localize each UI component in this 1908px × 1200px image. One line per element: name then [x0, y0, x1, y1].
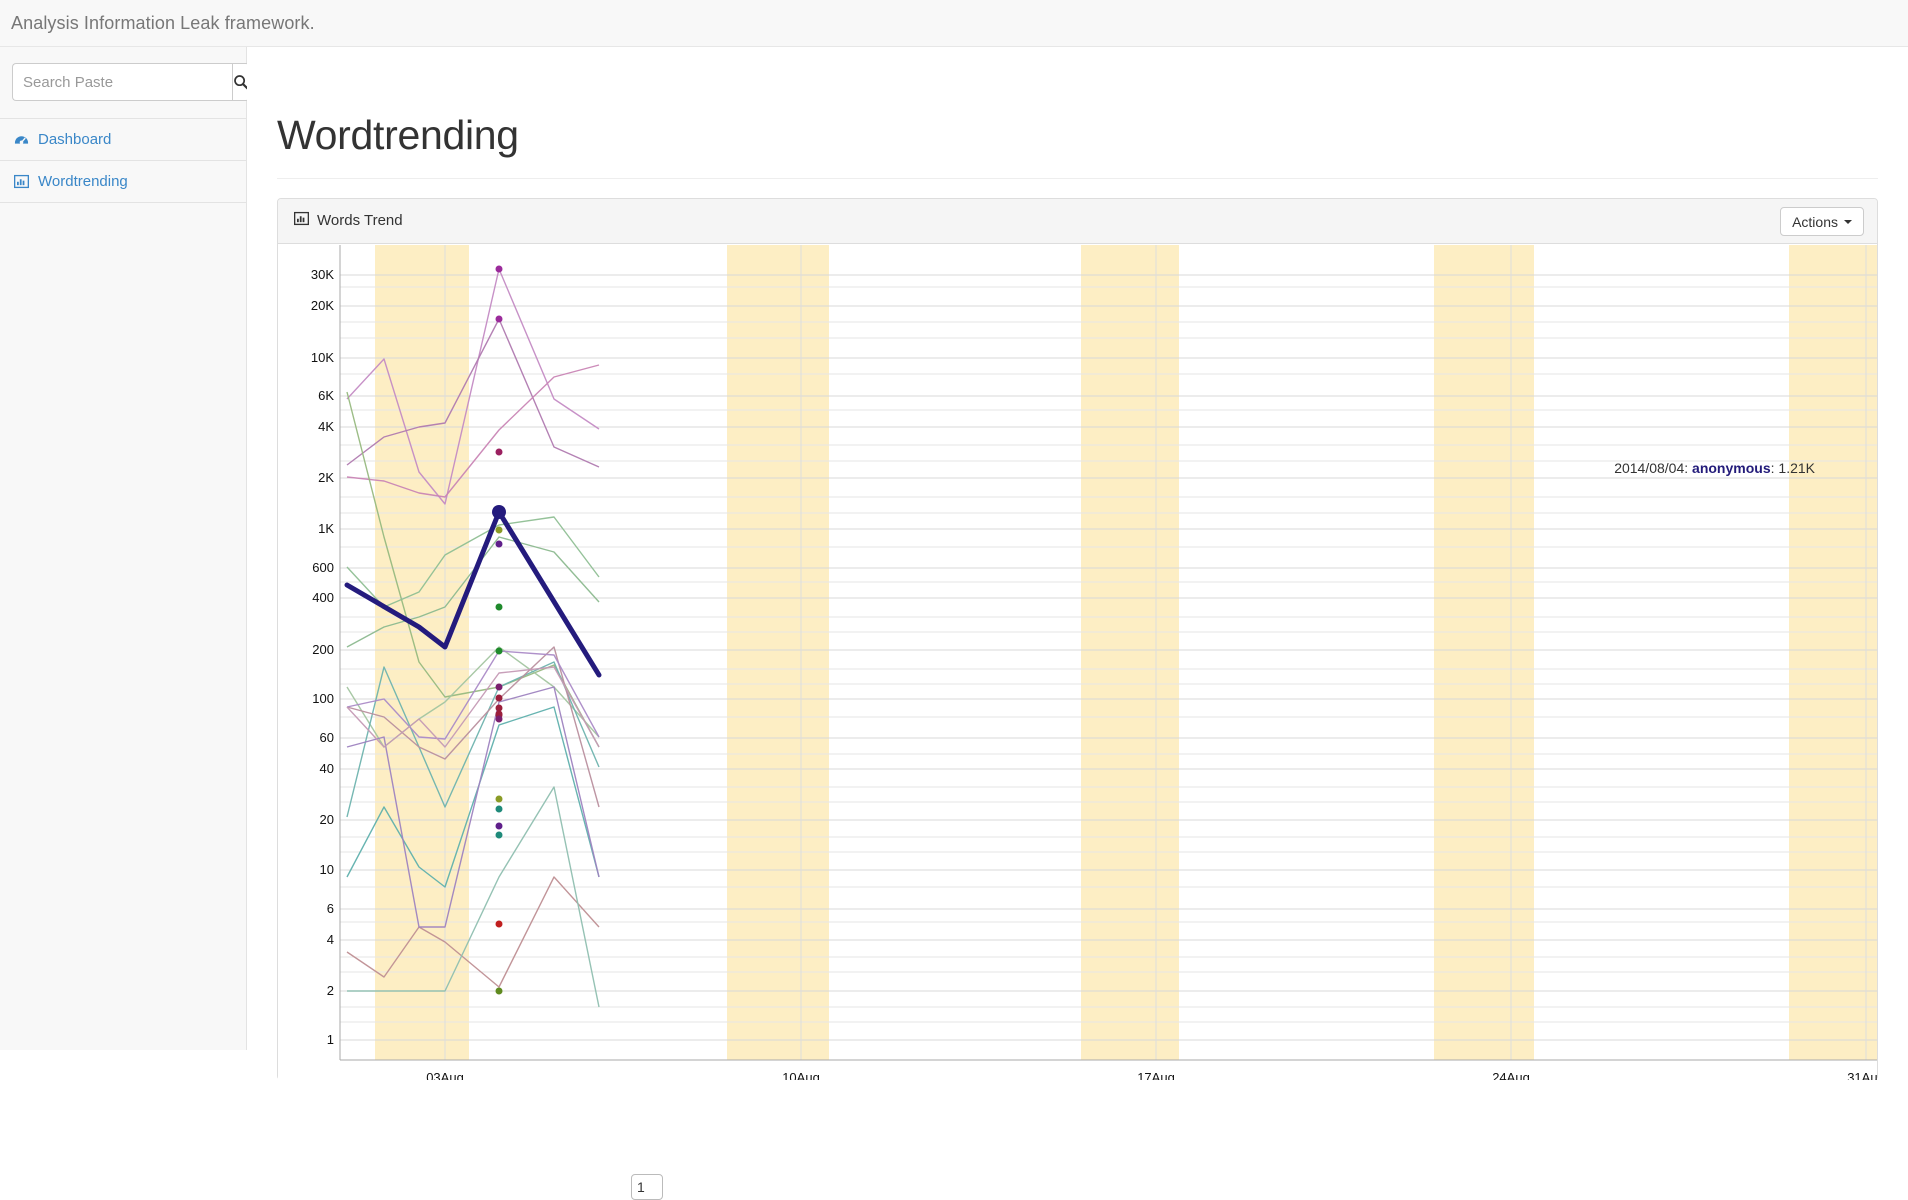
- y-axis-tick-label: 2K: [318, 470, 334, 485]
- series-line-s12[interactable]: [346, 686, 600, 928]
- series-line-s6[interactable]: [346, 536, 600, 648]
- data-point-6[interactable]: [495, 647, 503, 655]
- y-axis-tick-label: 400: [312, 590, 334, 605]
- tooltip-value: 1.21K: [1778, 460, 1815, 476]
- data-point-18[interactable]: [495, 987, 503, 995]
- y-axis-tick-label: 2: [326, 983, 334, 998]
- data-point-0[interactable]: [495, 265, 503, 273]
- search-icon: [233, 74, 249, 90]
- title-divider: [277, 178, 1878, 179]
- y-axis-zoom-input[interactable]: [631, 1174, 663, 1200]
- app-brand[interactable]: Analysis Information Leak framework.: [11, 13, 315, 33]
- data-point-17[interactable]: [495, 920, 503, 928]
- weekend-band-1: [727, 245, 829, 1060]
- weekend-band-0: [375, 245, 469, 1060]
- data-point-9[interactable]: [495, 704, 503, 712]
- series-line-s1[interactable]: [346, 268, 600, 505]
- y-axis-tick-label: 60: [319, 730, 334, 745]
- bar-chart-icon: [13, 174, 30, 189]
- words-trend-line-chart[interactable]: [278, 245, 1877, 1080]
- actions-label: Actions: [1792, 213, 1838, 230]
- weekend-band-3: [1434, 245, 1534, 1060]
- top-navbar: Analysis Information Leak framework.: [0, 0, 1908, 47]
- data-point-15[interactable]: [495, 822, 503, 830]
- data-point-8[interactable]: [495, 694, 503, 702]
- x-axis-tick-label: 17Aug: [1137, 1070, 1175, 1080]
- y-axis-tick-label: 20: [319, 812, 334, 827]
- chevron-down-icon: [1844, 219, 1852, 224]
- sidebar-item-wordtrending-label: Wordtrending: [38, 173, 128, 190]
- data-point-2[interactable]: [495, 448, 503, 456]
- data-point-16[interactable]: [495, 831, 503, 839]
- y-axis-tick-label: 4: [326, 932, 334, 947]
- data-point-13[interactable]: [495, 795, 503, 803]
- chart-tooltip: 2014/08/04: anonymous: 1.21K: [1614, 460, 1815, 476]
- y-axis-tick-label: 10: [319, 862, 334, 877]
- weekend-band-4: [1789, 245, 1877, 1060]
- sidebar-divider-bottom: [0, 202, 247, 203]
- series-line-s15[interactable]: [346, 666, 600, 748]
- data-point-highlight-anonymous[interactable]: [492, 505, 506, 519]
- tooltip-sep-1: :: [1684, 460, 1693, 476]
- y-axis-tick-label: 6: [326, 901, 334, 916]
- y-axis-tick-label: 1: [326, 1032, 334, 1047]
- y-axis-tick-label: 6K: [318, 388, 334, 403]
- y-axis-tick-label: 40: [319, 761, 334, 776]
- actions-dropdown-button[interactable]: Actions: [1780, 207, 1864, 236]
- sidebar-item-dashboard[interactable]: Dashboard: [0, 119, 247, 160]
- y-axis-tick-label: 30K: [310, 267, 334, 282]
- words-trend-panel: Words Trend Actions 2014/08/04: anonymou…: [277, 198, 1878, 1200]
- series-line-s9[interactable]: [346, 706, 600, 888]
- dashboard-icon: [14, 132, 29, 147]
- data-point-1[interactable]: [495, 315, 503, 323]
- sidebar-item-dashboard-label: Dashboard: [38, 131, 112, 148]
- series-line-s11[interactable]: [346, 876, 600, 988]
- series-line-s10[interactable]: [346, 646, 600, 808]
- weekend-band-2: [1081, 245, 1179, 1060]
- y-axis-tick-label: 4K: [318, 419, 334, 434]
- x-axis-tick-label: 24Aug: [1492, 1070, 1530, 1080]
- y-axis-tick-label: 200: [312, 642, 334, 657]
- sidebar-item-wordtrending[interactable]: Wordtrending: [0, 161, 247, 202]
- series-line-highlight-anonymous[interactable]: [344, 509, 602, 678]
- data-point-5[interactable]: [495, 603, 503, 611]
- data-point-14[interactable]: [495, 805, 503, 813]
- sidebar-divider-top: [0, 118, 247, 119]
- x-axis-tick-label: 03Aug: [426, 1070, 464, 1080]
- y-axis-tick-label: 100: [312, 691, 334, 706]
- data-point-7[interactable]: [495, 683, 503, 691]
- series-line-s4[interactable]: [346, 391, 600, 748]
- x-axis-tick-label: 31Aug: [1847, 1070, 1877, 1080]
- x-axis-tick-label: 10Aug: [782, 1070, 820, 1080]
- sidebar-divider-mid: [0, 160, 247, 161]
- search-group: [12, 63, 250, 101]
- series-line-s8[interactable]: [346, 661, 600, 818]
- y-axis-tick-label: 600: [312, 560, 334, 575]
- main-content: Wordtrending Words Trend Actions: [247, 47, 1908, 1200]
- sidebar: Dashboard Wordtrending: [0, 47, 250, 1050]
- y-axis-tick-label: 1K: [318, 521, 334, 536]
- data-point-3[interactable]: [495, 526, 503, 534]
- y-axis-tick-label: 20K: [310, 298, 334, 313]
- search-input[interactable]: [12, 63, 232, 101]
- data-point-12[interactable]: [495, 715, 503, 723]
- y-axis-tick-label: 10K: [310, 350, 334, 365]
- tooltip-date: 2014/08/04: [1614, 460, 1685, 476]
- tooltip-sep-2: :: [1770, 460, 1779, 476]
- data-point-4[interactable]: [495, 540, 503, 548]
- series-line-s3[interactable]: [346, 364, 600, 498]
- series-line-s14[interactable]: [347, 786, 600, 1008]
- panel-title: Words Trend: [293, 211, 403, 230]
- chart-canvas[interactable]: 2014/08/04: anonymous: 1.21K 30K 20K 10K 6K…: [278, 245, 1877, 1080]
- series-line-s2[interactable]: [346, 318, 600, 468]
- page-title: Wordtrending: [277, 112, 519, 159]
- series-line-s13[interactable]: [346, 650, 600, 740]
- panel-header: Words Trend Actions: [278, 199, 1877, 244]
- bar-chart-icon: [293, 211, 310, 230]
- panel-title-label: Words Trend: [317, 212, 403, 229]
- tooltip-series: anonymous: [1692, 460, 1771, 476]
